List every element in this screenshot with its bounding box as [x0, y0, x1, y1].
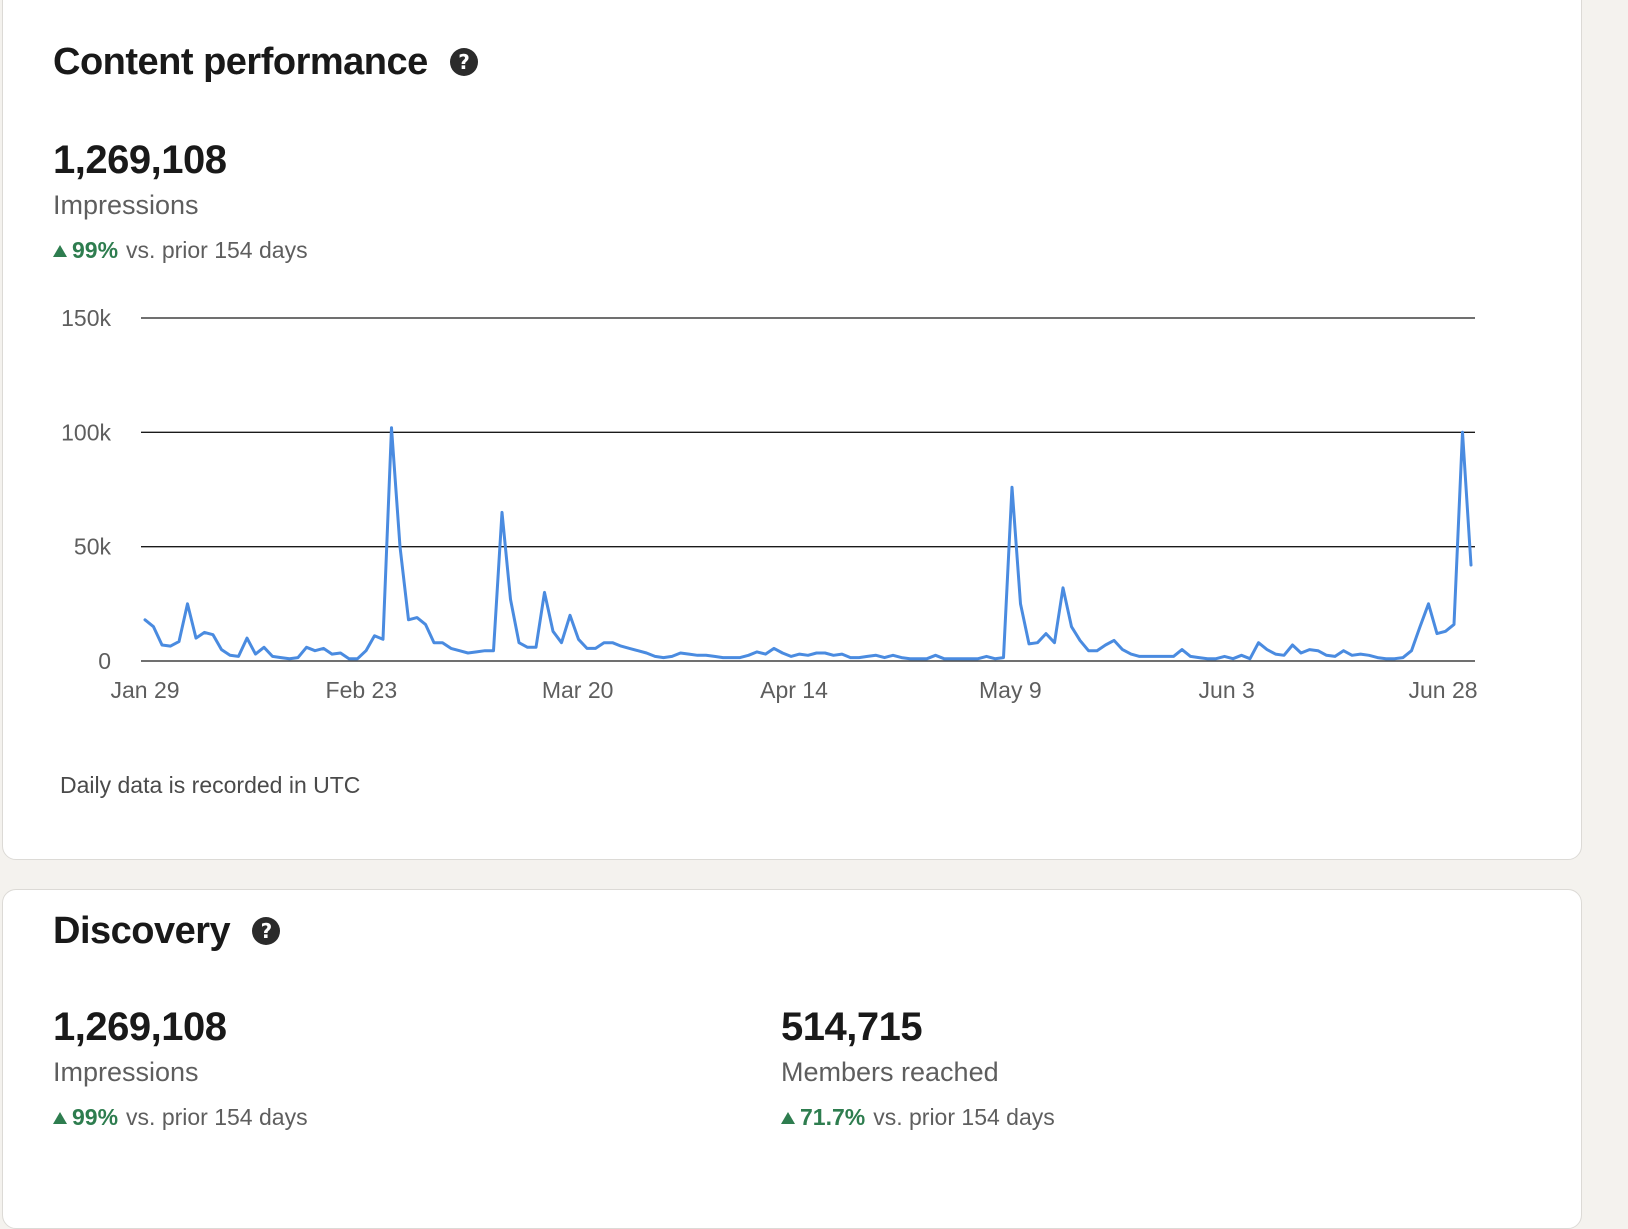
- x-tick-label: Apr 14: [760, 677, 828, 703]
- discovery-impressions-metric: 1,269,108 Impressions 99% vs. prior 154 …: [53, 1007, 308, 1129]
- chart-footnote: Daily data is recorded in UTC: [60, 772, 361, 798]
- discovery-impressions-label: Impressions: [53, 1057, 199, 1087]
- discovery-card: Discovery ? 1,269,108 Impressions 99% vs…: [2, 889, 1582, 1229]
- x-tick-label: Feb 23: [326, 677, 398, 703]
- trend-up-icon: [781, 1111, 795, 1124]
- impressions-change-pct: 99%: [72, 237, 119, 263]
- impressions-change: 99% vs. prior 154 days: [53, 239, 308, 262]
- x-tick-label: May 9: [979, 677, 1042, 703]
- members-reached-change: 71.7% vs. prior 154 days: [781, 1106, 1055, 1129]
- members-reached-value: 514,715: [781, 1005, 923, 1049]
- x-tick-label: Mar 20: [542, 677, 614, 703]
- discovery-impressions-change: 99% vs. prior 154 days: [53, 1106, 308, 1129]
- y-tick-label: 150k: [61, 305, 111, 331]
- x-tick-label: Jan 29: [110, 677, 179, 703]
- trend-up-icon: [53, 1111, 67, 1124]
- question-circle-icon[interactable]: ?: [252, 917, 281, 945]
- members-reached-metric: 514,715 Members reached 71.7% vs. prior …: [781, 1007, 1055, 1129]
- impressions-value: 1,269,108: [53, 138, 227, 182]
- impressions-metric: 1,269,108 Impressions 99% vs. prior 154 …: [53, 140, 308, 262]
- impressions-label: Impressions: [53, 190, 199, 220]
- members-reached-change-pct: 71.7%: [800, 1104, 866, 1130]
- discovery-title: Discovery ?: [53, 910, 281, 952]
- y-tick-label: 0: [98, 648, 111, 674]
- y-tick-label: 50k: [74, 534, 112, 560]
- content-performance-title-text: Content performance: [53, 41, 428, 83]
- impressions-series-line[interactable]: [143, 426, 1473, 661]
- impressions-line-chart[interactable]: 0 50k 100k 150k Jan 29 Feb 23 Mar 20 Apr 14 May …: [3, 0, 1583, 747]
- x-tick-label: Jun 3: [1199, 677, 1255, 703]
- trend-up-icon: [53, 244, 67, 257]
- members-reached-change-text: vs. prior 154 days: [873, 1104, 1055, 1130]
- discovery-impressions-change-text: vs. prior 154 days: [126, 1104, 308, 1130]
- impressions-change-text: vs. prior 154 days: [126, 237, 308, 263]
- discovery-title-text: Discovery: [53, 910, 231, 952]
- y-tick-label: 100k: [61, 419, 111, 445]
- content-performance-title: Content performance ?: [53, 43, 478, 81]
- x-tick-label: Jun 28: [1408, 677, 1477, 703]
- discovery-impressions-change-pct: 99%: [72, 1104, 119, 1130]
- members-reached-label: Members reached: [781, 1057, 999, 1087]
- content-performance-card: Content performance ? 1,269,108 Impressi…: [2, 0, 1582, 860]
- discovery-impressions-value: 1,269,108: [53, 1005, 227, 1049]
- question-circle-icon[interactable]: ?: [449, 48, 478, 76]
